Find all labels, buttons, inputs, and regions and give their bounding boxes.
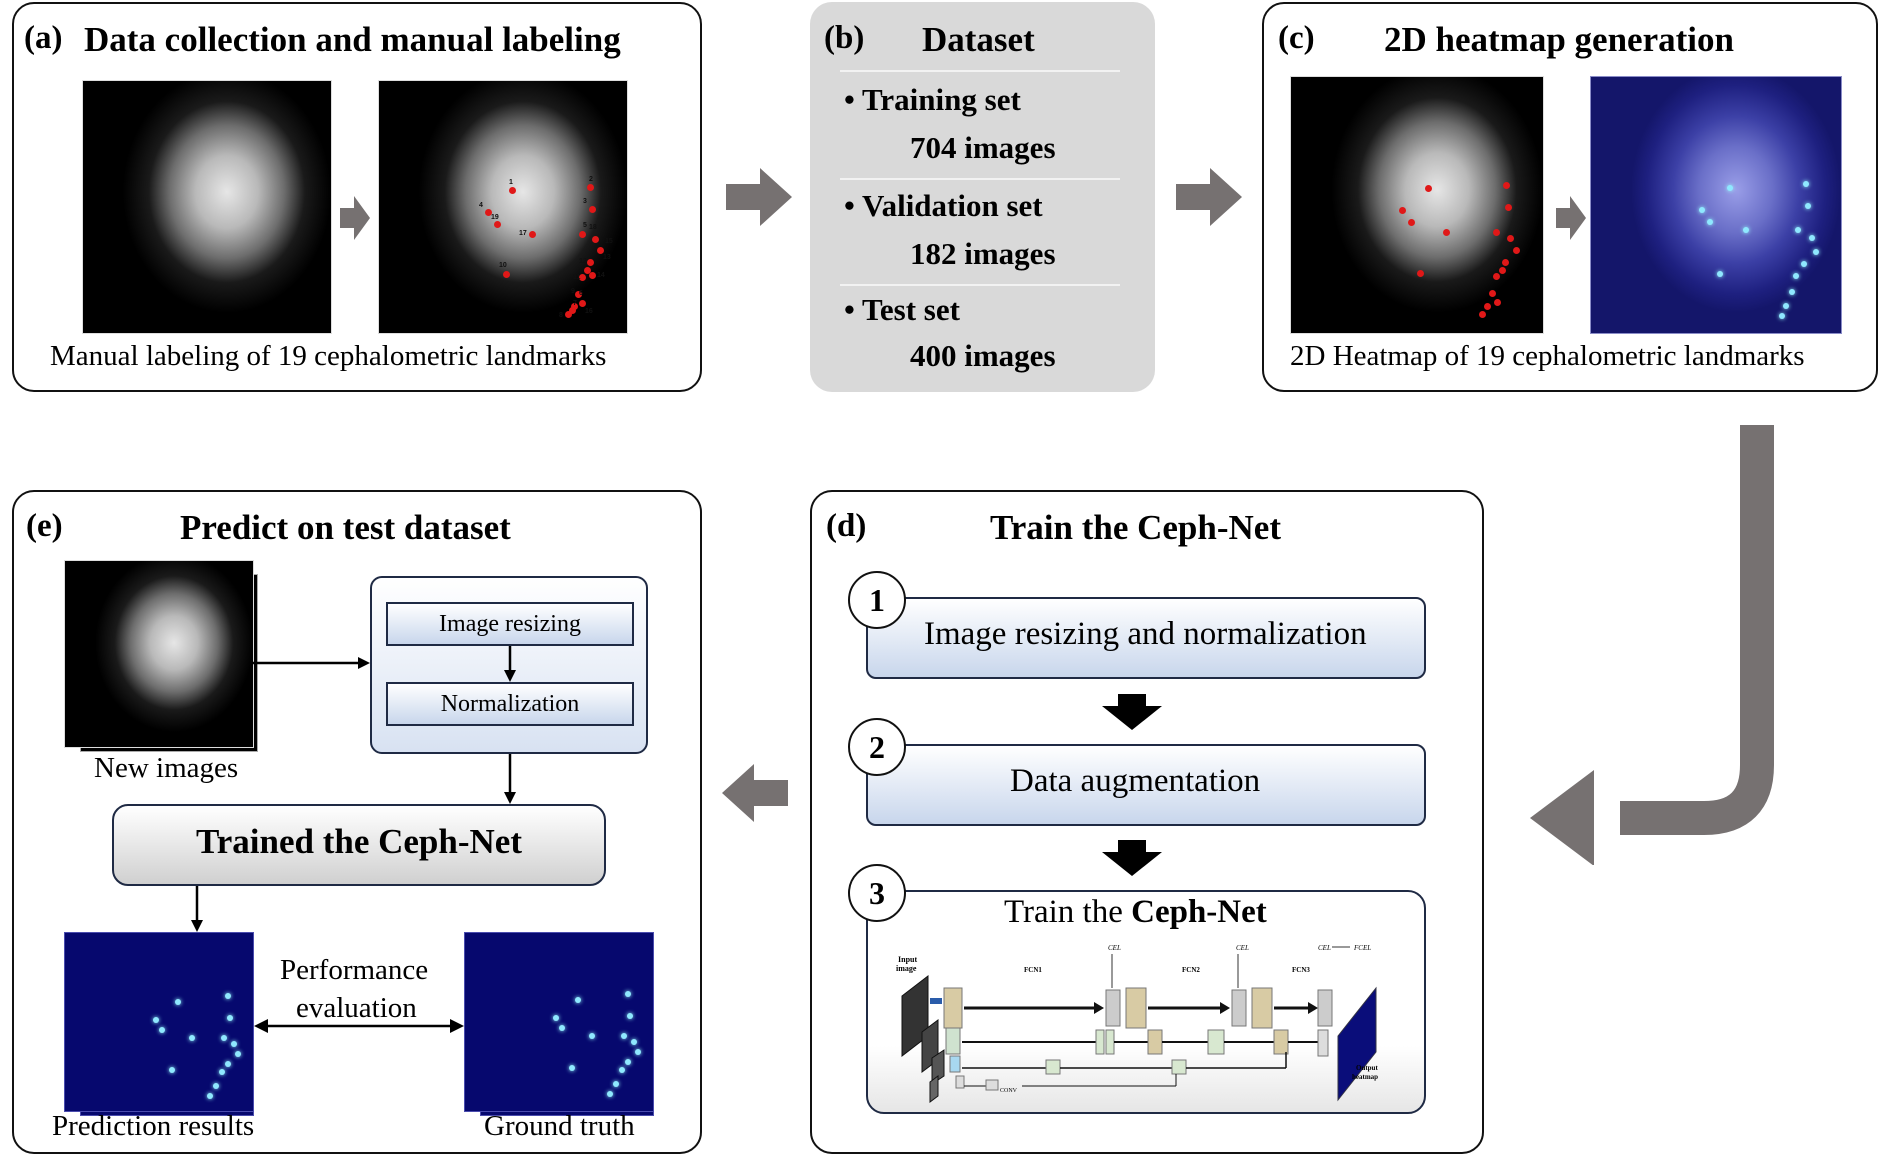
- training-set-count: 704 images: [910, 130, 1056, 165]
- arrow-right-icon: [1176, 168, 1242, 226]
- step-3-number: 3: [848, 864, 906, 922]
- svg-text:CONV: CONV: [1000, 1088, 1018, 1094]
- arrow-down-icon: [504, 754, 516, 804]
- arrow-right-icon: [726, 168, 792, 226]
- raw-xray-image: [82, 80, 332, 334]
- svg-text:FCN2: FCN2: [1182, 966, 1200, 974]
- step-3-text: Train the Ceph-Net: [1004, 894, 1267, 930]
- svg-text:14: 14: [597, 272, 605, 279]
- svg-text:3: 3: [583, 198, 587, 205]
- prediction-results-image: [64, 932, 254, 1112]
- performance-label: Performance: [280, 954, 429, 986]
- training-set-label: • Training set: [844, 82, 1021, 117]
- panel-c-caption: 2D Heatmap of 19 cephalometric landmarks: [1290, 340, 1805, 372]
- panel-d-label: (d): [826, 508, 867, 544]
- svg-text:Input: Input: [898, 955, 917, 964]
- ceph-net-architecture-diagram: Input image FCN1 CEL FCN2 CEL FCN3 CEL F…: [896, 944, 1378, 1103]
- step-2-number: 2: [848, 718, 906, 776]
- svg-text:Output: Output: [1356, 1064, 1378, 1072]
- test-set-count: 400 images: [910, 338, 1056, 373]
- arrow-down-icon: [191, 886, 203, 932]
- step-1-box: [866, 597, 1426, 679]
- svg-text:FCN1: FCN1: [1024, 966, 1042, 974]
- svg-text:image: image: [896, 964, 917, 973]
- double-arrow-icon: [254, 1019, 464, 1033]
- ground-truth-caption: Ground truth: [484, 1110, 635, 1142]
- svg-text:5: 5: [583, 222, 587, 229]
- panel-b-title: Dataset: [922, 20, 1035, 59]
- svg-text:16: 16: [585, 308, 593, 315]
- svg-text:9: 9: [571, 288, 575, 295]
- step-1-number: 1: [848, 571, 906, 629]
- panel-c-label: (c): [1278, 20, 1315, 56]
- trained-ceph-net-box: [112, 804, 606, 886]
- ground-truth-image: [464, 932, 654, 1112]
- svg-text:15: 15: [605, 238, 613, 245]
- curved-arrow-icon: [1530, 425, 1774, 865]
- normalization-box: Normalization: [386, 682, 634, 726]
- trained-ceph-net-label: Trained the Ceph-Net: [196, 822, 522, 861]
- svg-text:6: 6: [579, 290, 583, 297]
- labeled-xray-image: 1 2 3 4 19 5 17 18 15 13 12 14 10 11 6 7…: [378, 80, 628, 334]
- svg-text:CEL: CEL: [1108, 944, 1121, 952]
- step-2-box: [866, 744, 1426, 826]
- svg-text:8: 8: [559, 312, 563, 319]
- divider: [840, 70, 1120, 72]
- arrow-right-icon: [252, 657, 370, 669]
- svg-text:2: 2: [589, 176, 593, 183]
- test-set-label: • Test set: [844, 292, 960, 327]
- step-1-text: Image resizing and normalization: [924, 616, 1367, 652]
- svg-text:CEL: CEL: [1236, 944, 1249, 952]
- image-resizing-box: Image resizing: [386, 602, 634, 646]
- divider: [840, 178, 1120, 180]
- svg-text:1: 1: [509, 179, 513, 186]
- svg-text:FCEL: FCEL: [1353, 944, 1371, 952]
- validation-set-label: • Validation set: [844, 188, 1043, 223]
- arrow-right-icon: [1556, 196, 1586, 240]
- prediction-results-caption: Prediction results: [52, 1110, 255, 1142]
- panel-d-title: Train the Ceph-Net: [990, 508, 1281, 547]
- heatmap-overlay-image: [1590, 76, 1842, 334]
- arrow-down-icon: [1102, 840, 1162, 876]
- svg-text:12: 12: [579, 258, 587, 265]
- divider: [840, 284, 1120, 286]
- svg-text:FCN3: FCN3: [1292, 966, 1310, 974]
- panel-a-title: Data collection and manual labeling: [84, 20, 621, 59]
- panel-b-label: (b): [824, 20, 865, 56]
- new-xray-image: [64, 560, 254, 748]
- labeled-xray-image: [1290, 76, 1544, 334]
- svg-text:10: 10: [499, 262, 507, 269]
- arrow-left-icon: [722, 764, 788, 822]
- panel-c-title: 2D heatmap generation: [1384, 20, 1734, 59]
- svg-text:7: 7: [573, 300, 577, 307]
- new-images-caption: New images: [94, 752, 239, 784]
- step-2-text: Data augmentation: [1010, 763, 1261, 799]
- validation-set-count: 182 images: [910, 236, 1056, 271]
- svg-text:CEL: CEL: [1318, 944, 1331, 952]
- panel-e-title: Predict on test dataset: [180, 508, 511, 547]
- svg-text:18: 18: [589, 224, 597, 231]
- evaluation-label: evaluation: [296, 992, 417, 1024]
- svg-text:11: 11: [573, 274, 581, 281]
- panel-b: [810, 2, 1155, 392]
- svg-text:19: 19: [491, 214, 499, 221]
- arrow-down-icon: [1102, 694, 1162, 730]
- panel-a-caption: Manual labeling of 19 cephalometric land…: [50, 340, 607, 372]
- svg-text:4: 4: [479, 202, 483, 209]
- svg-text:heatmap: heatmap: [1352, 1073, 1378, 1081]
- arrow-down-icon: [504, 646, 516, 682]
- arrow-right-icon: [340, 196, 370, 240]
- svg-text:17: 17: [519, 230, 527, 237]
- panel-a-label: (a): [24, 20, 63, 56]
- panel-e-label: (e): [26, 508, 63, 544]
- svg-text:13: 13: [603, 254, 611, 261]
